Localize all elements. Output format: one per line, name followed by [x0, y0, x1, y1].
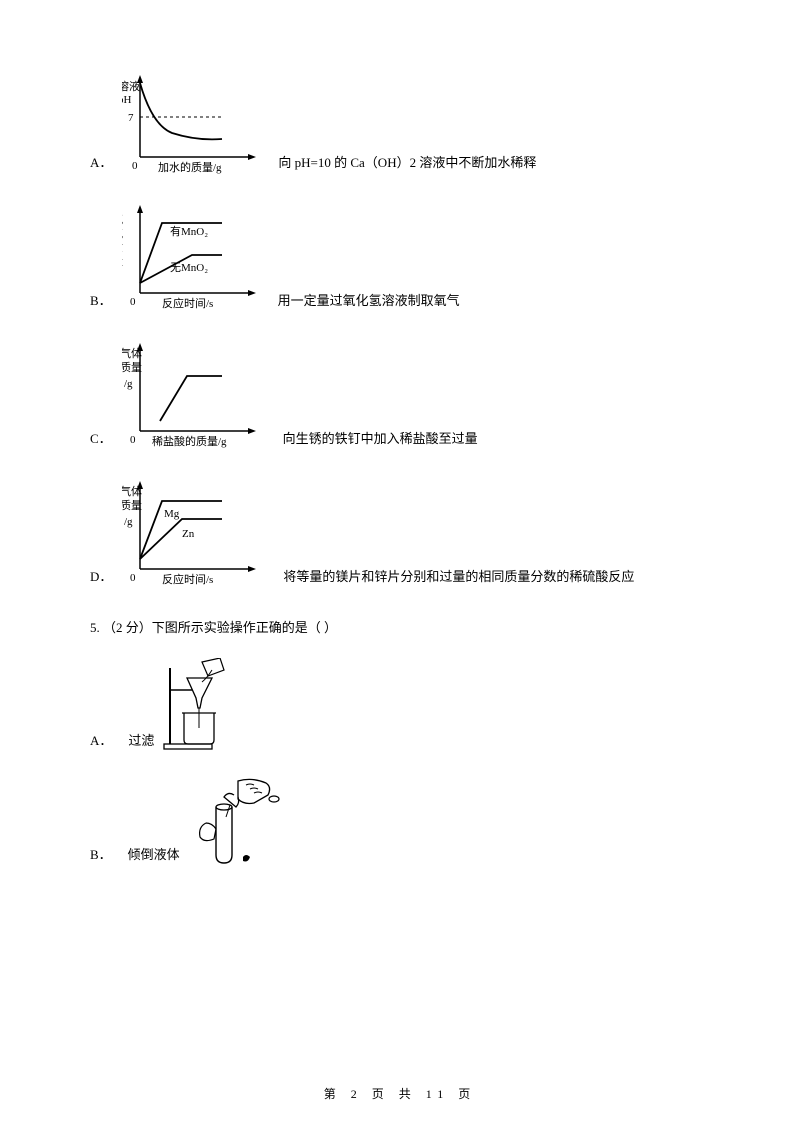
- svg-text:气体: 气体: [122, 346, 142, 360]
- svg-text:有MnO₂: 有MnO₂: [170, 224, 208, 238]
- option-5a-label: A．: [90, 730, 112, 753]
- option-d-label: D．: [90, 566, 112, 589]
- svg-text:质量: 质量: [122, 499, 142, 512]
- footer-page: 2: [351, 1087, 363, 1101]
- svg-text:无MnO₂: 无MnO₂: [170, 262, 208, 274]
- svg-text:气体: 气体: [122, 484, 142, 498]
- option-5b: B． 倾倒液体: [90, 777, 710, 867]
- option-a-text: 向 pH=10 的 Ca（OH）2 溶液中不断加水稀释: [278, 152, 536, 175]
- page-footer: 第 2 页 共 11 页: [90, 1085, 710, 1102]
- svg-text:溶液: 溶液: [122, 79, 140, 93]
- option-5b-figure: [188, 777, 283, 867]
- option-5b-label: B．: [90, 844, 112, 867]
- option-5a-figure: [162, 658, 237, 753]
- svg-text:气: 气: [122, 226, 123, 240]
- footer-total: 11: [426, 1087, 450, 1101]
- svg-text:0: 0: [130, 296, 136, 308]
- footer-mid: 页 共: [372, 1087, 417, 1101]
- footer-prefix: 第: [324, 1087, 342, 1101]
- svg-text:0: 0: [130, 572, 136, 584]
- option-c-text: 向生锈的铁钉中加入稀盐酸至过量: [283, 428, 478, 451]
- option-c-chart: 气体 质量 /g 0 稀盐酸的质量/g: [122, 341, 277, 451]
- svg-text:反应时间/s: 反应时间/s: [162, 572, 213, 586]
- svg-text:0: 0: [130, 434, 136, 446]
- svg-text:Mg: Mg: [164, 508, 180, 520]
- option-d-chart: 气体 质量 /g Mg Zn 0 反应时间/s: [122, 479, 277, 589]
- svg-text:质量: 质量: [122, 361, 142, 374]
- option-b-label: B．: [90, 290, 112, 313]
- svg-text:稀盐酸的质量/g: 稀盐酸的质量/g: [152, 434, 227, 448]
- option-c-label: C．: [90, 428, 112, 451]
- footer-suffix: 页: [458, 1087, 476, 1101]
- option-a-label: A．: [90, 152, 112, 175]
- option-b: B． 氧 气 质 量 /g 有MnO₂ 无MnO₂ 0 反应时间/s 用一定量过…: [90, 203, 710, 313]
- option-5a-text: 过滤: [128, 730, 154, 753]
- svg-text:质: 质: [122, 241, 123, 254]
- option-b-chart: 氧 气 质 量 /g 有MnO₂ 无MnO₂ 0 反应时间/s: [122, 203, 272, 313]
- svg-text:反应时间/s: 反应时间/s: [162, 296, 213, 310]
- option-5a: A． 过滤: [90, 658, 710, 753]
- svg-text:/g: /g: [124, 516, 133, 528]
- svg-text:/g: /g: [124, 378, 133, 390]
- option-d-text: 将等量的镁片和锌片分别和过量的相同质量分数的稀硫酸反应: [283, 566, 634, 589]
- svg-text:0: 0: [132, 160, 138, 172]
- option-b-text: 用一定量过氧化氢溶液制取氧气: [278, 290, 460, 313]
- svg-text:量: 量: [122, 255, 123, 268]
- svg-text:7: 7: [128, 112, 134, 124]
- svg-text:加水的质量/g: 加水的质量/g: [158, 160, 222, 174]
- option-d: D． 气体 质量 /g Mg Zn 0 反应时间/s 将等量的镁片和锌片分别和过…: [90, 479, 710, 589]
- option-c: C． 气体 质量 /g 0 稀盐酸的质量/g 向生锈的铁钉中加入稀盐酸至过量: [90, 341, 710, 451]
- question-5: 5. （2 分）下图所示实验操作正确的是（ ）: [90, 617, 710, 636]
- svg-text:氧: 氧: [122, 212, 123, 226]
- option-5b-text: 倾倒液体: [128, 844, 180, 867]
- option-a-chart: 溶液 pH 7 0 加水的质量/g: [122, 75, 272, 175]
- svg-text:Zn: Zn: [182, 528, 195, 540]
- svg-text:pH: pH: [122, 94, 132, 106]
- option-a: A． 溶液 pH 7 0 加水的质量/g 向 pH=10 的 Ca（OH）2 溶…: [90, 75, 710, 175]
